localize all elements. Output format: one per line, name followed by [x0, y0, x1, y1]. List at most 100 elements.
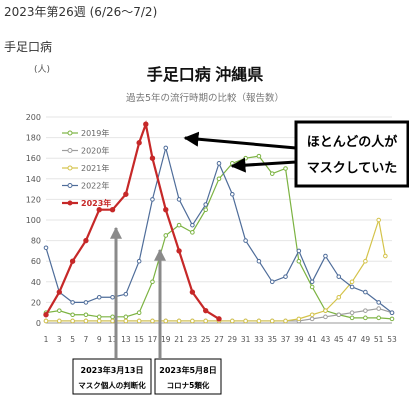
data-point — [383, 253, 388, 259]
data-point — [363, 315, 368, 321]
data-point — [189, 289, 196, 295]
data-point — [349, 310, 355, 316]
data-point — [269, 279, 275, 285]
data-point — [230, 318, 235, 324]
data-point — [243, 238, 248, 243]
data-point — [70, 312, 75, 318]
x-tick-label: 41 — [307, 335, 317, 344]
legend-marker — [67, 148, 73, 153]
y-tick-label: 200 — [26, 113, 41, 122]
y-tick-label: 0 — [36, 319, 41, 328]
data-point — [96, 294, 102, 300]
data-point — [203, 202, 208, 207]
data-point — [110, 314, 115, 320]
legend-item: 2022年 — [62, 181, 109, 191]
legend: 2019年 2020年 2021年 2022年 2023年 — [62, 128, 111, 208]
data-point — [243, 318, 248, 324]
data-point — [323, 253, 328, 259]
data-point — [283, 318, 288, 324]
x-tick-label: 9 — [97, 335, 102, 344]
data-point — [70, 318, 75, 324]
legend-label: 2022年 — [81, 181, 109, 191]
data-point — [243, 155, 248, 161]
data-point — [176, 248, 182, 254]
x-tick-label: 21 — [174, 335, 184, 344]
legend-marker — [67, 130, 73, 136]
data-point — [83, 312, 89, 318]
legend-label: 2020年 — [81, 146, 109, 156]
data-point — [176, 318, 182, 324]
legend-marker — [67, 200, 73, 206]
x-tick-label: 33 — [254, 335, 264, 344]
y-tick-label: 60 — [31, 257, 41, 266]
x-tick-label: 37 — [281, 335, 291, 344]
data-point — [43, 312, 49, 318]
data-point — [123, 291, 129, 297]
data-point — [376, 315, 381, 321]
data-point — [323, 308, 328, 313]
callout-annotation: ほとんどの人が マスクしていた — [183, 120, 409, 188]
legend-label: 2023年 — [81, 198, 111, 208]
data-point — [349, 315, 355, 321]
data-point — [163, 318, 169, 324]
data-point — [109, 207, 116, 213]
series-lines — [43, 120, 395, 324]
data-point — [283, 274, 288, 279]
data-point — [163, 145, 169, 151]
y-tick-label: 140 — [26, 175, 41, 184]
x-axis: 1 3 5 7 9 11 13 15 17 19 21 23 25 27 29 31 33 35 37 39 41 43 4… — [44, 335, 397, 344]
data-point — [309, 316, 315, 322]
data-point — [216, 316, 222, 322]
data-point — [203, 318, 208, 324]
data-point — [376, 300, 381, 305]
data-point — [70, 300, 75, 305]
legend-marker — [67, 183, 73, 188]
x-tick-label: 43 — [321, 335, 331, 344]
y-tick-label: 160 — [26, 154, 41, 163]
legend-item: 2019年 — [62, 128, 109, 138]
event1-box — [72, 358, 152, 395]
x-tick-label: 13 — [121, 335, 131, 344]
legend-label: 2021年 — [81, 163, 109, 173]
series-2023 — [43, 120, 222, 322]
callout-arrow-1 — [183, 131, 297, 150]
data-point — [256, 153, 262, 159]
data-point — [43, 245, 49, 251]
series-2022 — [43, 145, 395, 316]
data-point — [363, 258, 368, 264]
callout-line-2: マスクしていた — [307, 161, 398, 176]
data-point — [389, 316, 395, 322]
data-point — [69, 258, 76, 264]
y-tick-label: 100 — [26, 216, 41, 225]
x-tick-label: 19 — [161, 335, 171, 344]
event-annotations: 2023年3月13日 マスク個人の判断化 2023年5月8日 コロナ5類化 — [72, 226, 222, 395]
data-point — [150, 279, 155, 285]
data-point — [309, 312, 315, 318]
data-point — [216, 176, 222, 182]
x-tick-label: 11 — [108, 335, 118, 344]
data-point — [349, 284, 355, 290]
week-label: 2023年第26週 (6/26～7/2) — [4, 5, 158, 19]
data-point — [110, 318, 115, 324]
data-point — [150, 318, 155, 324]
data-point — [376, 306, 381, 311]
y-tick-label: 40 — [31, 278, 41, 287]
data-point — [336, 274, 342, 279]
data-point — [376, 217, 381, 223]
data-point — [163, 233, 169, 238]
x-tick-label: 29 — [228, 335, 238, 344]
data-point — [363, 308, 368, 313]
data-point — [190, 318, 195, 324]
data-point — [269, 318, 275, 324]
data-point — [296, 316, 302, 322]
chart-subtitle: 過去5年の流行時期の比較（報告数） — [126, 92, 284, 104]
x-tick-label: 23 — [188, 335, 198, 344]
y-axis-label: (人) — [34, 64, 50, 75]
data-point — [57, 318, 62, 324]
event2-date: 2023年5月8日 — [159, 365, 216, 375]
data-point — [96, 314, 102, 320]
x-tick-label: 31 — [241, 335, 251, 344]
data-point — [296, 258, 302, 264]
data-point — [163, 207, 169, 213]
data-point — [389, 310, 395, 316]
